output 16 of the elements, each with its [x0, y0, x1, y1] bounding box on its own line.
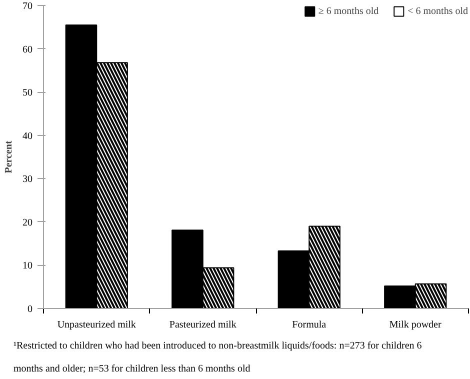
x-tick-label: Milk powder: [389, 320, 442, 330]
y-tick-label: 10: [22, 260, 32, 272]
y-tick-label: 70: [22, 1, 32, 12]
y-tick-label: 30: [22, 174, 32, 186]
text: ¹Restricted to children who had been introduced to non-breastmilk liquids/foods: n=273 for children 6 months and older; n=53 for children less than 6 months old: [14, 340, 422, 374]
legend-label: ≥ 6 months old: [318, 6, 379, 16]
y-tick-label: 20: [22, 217, 32, 228]
y-tick-label: 0: [28, 304, 32, 315]
x-tick-label: Formula: [292, 320, 327, 330]
y-tick-label: 50: [22, 88, 32, 99]
legend-label: < 6 months old: [408, 6, 468, 16]
y-axis-title: Percent: [4, 140, 14, 174]
x-tick-label: Pasteurized milk: [169, 320, 236, 330]
y-tick-label: 60: [22, 44, 32, 56]
y-tick-label: 40: [22, 130, 32, 142]
x-tick-label: Unpasteurized milk: [57, 320, 136, 330]
